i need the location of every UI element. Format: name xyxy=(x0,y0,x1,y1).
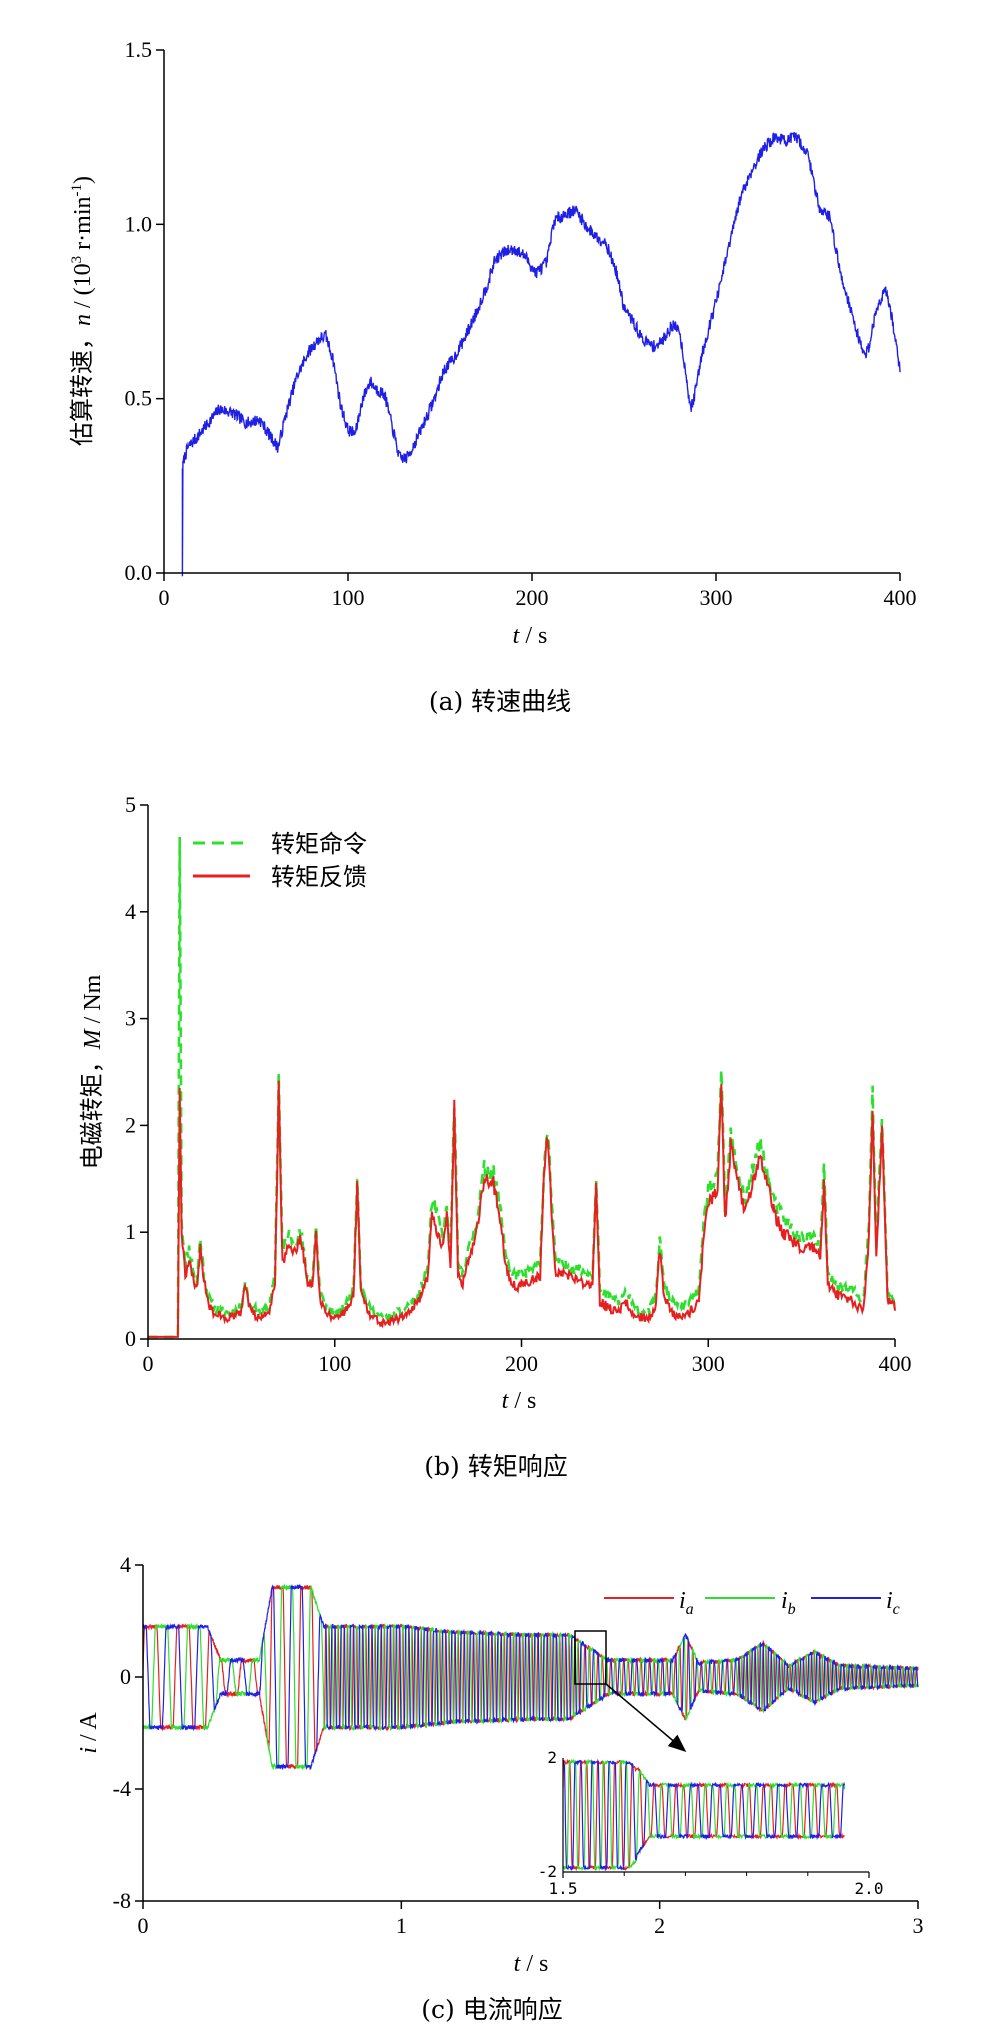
chart-b-xtick-label: 200 xyxy=(505,1351,538,1376)
chart-b-ytick-label: 5 xyxy=(125,792,136,817)
chart-c-ticks: 0 1 2 3 4 0 -4 -8 xyxy=(113,1552,924,1938)
inset-series-ic xyxy=(562,1759,846,1872)
chart-b-ytick-label: 3 xyxy=(125,1006,136,1031)
chart-a-xtick-label: 300 xyxy=(700,585,733,610)
current-series-ib xyxy=(142,1583,919,1771)
inset-xtick-label: 1.5 xyxy=(549,1879,578,1898)
chart-b: 0 100 200 300 400 0 1 2 3 4 5 转矩命令 转矩反馈 电磁转矩，M / N… xyxy=(79,792,912,1481)
chart-b-ylabel: 电磁转矩，M / Nm xyxy=(79,974,106,1169)
chart-a-xtick-label: 400 xyxy=(884,585,917,610)
chart-c-xtick-label: 3 xyxy=(913,1913,924,1938)
speed-series-line xyxy=(181,131,901,577)
zoom-region-box xyxy=(574,1630,607,1685)
chart-c-xtick-label: 2 xyxy=(654,1913,665,1938)
chart-c-xlabel: t / s xyxy=(514,1951,549,1977)
chart-b-ytick-label: 0 xyxy=(125,1326,136,1351)
legend-label-ia: ia xyxy=(679,1588,694,1618)
inset-series-ib xyxy=(562,1758,846,1872)
chart-b-xlabel: t / s xyxy=(502,1388,537,1414)
chart-a-ylabel: 估算转速，n / (103 r·min-1) xyxy=(69,176,96,446)
chart-a-xtick-label: 0 xyxy=(159,585,170,610)
chart-b-ytick-label: 2 xyxy=(125,1112,136,1137)
chart-a-plot xyxy=(181,131,901,577)
chart-a-xtick-label: 200 xyxy=(516,585,549,610)
chart-c-caption: (c) 电流响应 xyxy=(421,1995,562,2024)
chart-b-caption: (b) 转矩响应 xyxy=(424,1452,567,1481)
chart-a-ytick-label: 0.5 xyxy=(125,386,153,411)
inset-ytick-label: -2 xyxy=(538,1862,557,1881)
chart-c: 0 1 2 3 4 0 -4 -8 ia ib ic 1.5 2.0 2 -2 i / A t / … xyxy=(76,1552,924,2024)
inset-ticks: 1.5 2.0 2 -2 xyxy=(538,1748,884,1898)
chart-b-xtick-label: 400 xyxy=(879,1351,912,1376)
torque-series-command xyxy=(148,836,897,1339)
chart-a-ytick-label: 0.0 xyxy=(125,560,153,585)
inset-ytick-label: 2 xyxy=(547,1748,557,1767)
chart-c-plot xyxy=(142,1583,919,1771)
chart-c-ytick-label: -8 xyxy=(113,1888,131,1913)
inset-xtick-label: 2.0 xyxy=(855,1879,884,1898)
chart-a-ytick-label: 1.0 xyxy=(125,211,153,236)
torque-series-feedback xyxy=(148,1080,896,1338)
chart-b-ytick-label: 4 xyxy=(125,899,136,924)
chart-c-ytick-label: 0 xyxy=(120,1664,131,1689)
current-series-ic xyxy=(142,1583,919,1771)
chart-c-ytick-label: -4 xyxy=(113,1776,131,1801)
chart-a-xlabel: t / s xyxy=(513,623,548,649)
chart-b-xtick-label: 300 xyxy=(692,1351,725,1376)
legend-label-ic: ic xyxy=(886,1588,900,1618)
chart-c-inset: 1.5 2.0 2 -2 xyxy=(538,1748,884,1898)
chart-b-plot xyxy=(148,836,897,1339)
chart-a-ticks: 0 100 200 300 400 0.0 0.5 1.0 1.5 xyxy=(125,37,917,610)
chart-c-legend: ia ib ic xyxy=(604,1588,900,1618)
chart-a-caption: (a) 转速曲线 xyxy=(429,687,571,716)
chart-b-xtick-label: 100 xyxy=(318,1351,351,1376)
legend-label-command: 转矩命令 xyxy=(271,830,367,858)
chart-c-ylabel: i / A xyxy=(76,1712,102,1754)
chart-c-ytick-label: 4 xyxy=(120,1552,131,1577)
chart-c-xtick-label: 0 xyxy=(138,1913,149,1938)
zoom-arrow xyxy=(605,1683,687,1752)
chart-a-xtick-label: 100 xyxy=(332,585,365,610)
legend-label-ib: ib xyxy=(781,1588,796,1618)
chart-b-legend: 转矩命令 转矩反馈 xyxy=(193,830,367,891)
chart-b-ytick-label: 1 xyxy=(125,1219,136,1244)
legend-label-feedback: 转矩反馈 xyxy=(271,863,367,891)
inset-plot xyxy=(562,1758,846,1872)
chart-a-ytick-label: 1.5 xyxy=(125,37,153,62)
chart-a: 0 100 200 300 400 0.0 0.5 1.0 1.5 估算转速，n / (103 … xyxy=(69,37,917,716)
chart-c-xtick-label: 1 xyxy=(396,1913,407,1938)
chart-b-xtick-label: 0 xyxy=(143,1351,154,1376)
chart-b-ticks: 0 100 200 300 400 0 1 2 3 4 5 xyxy=(125,792,912,1376)
